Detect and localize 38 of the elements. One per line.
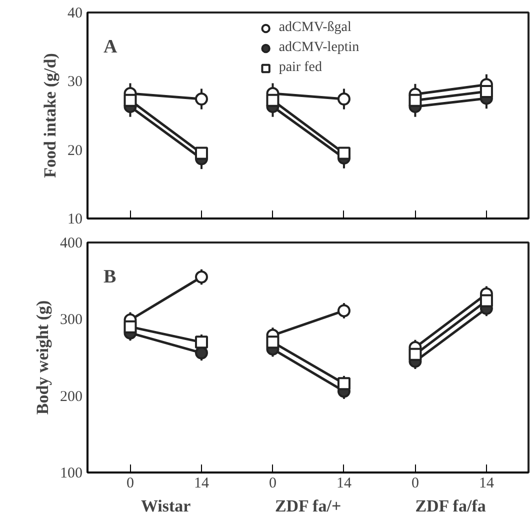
point: [124, 320, 137, 334]
point: [408, 348, 422, 361]
x-tick-label: 14: [478, 476, 494, 492]
y-axis-title: Food intake (g/d): [40, 53, 60, 178]
y-tick-label: 100: [60, 466, 82, 482]
point: [408, 94, 422, 107]
x-tick-label: 0: [126, 476, 134, 492]
point: [480, 294, 493, 308]
y-tick-label: 300: [60, 312, 82, 328]
text: ZDF fa/+: [274, 496, 342, 516]
point: [194, 92, 208, 106]
text: Wistar: [141, 496, 192, 516]
text: ZDF fa/fa: [415, 496, 486, 516]
point: [337, 146, 350, 160]
point: [194, 146, 208, 160]
y-tick-label: 400: [60, 236, 82, 252]
point: [124, 94, 137, 107]
x-tick-label: 0: [411, 476, 419, 492]
point: [480, 84, 493, 98]
legend-label: pair fed: [278, 60, 322, 76]
y-tick-label: 30: [68, 74, 82, 90]
point: [337, 92, 350, 106]
annotation: A: [104, 36, 118, 58]
point: [266, 94, 280, 107]
y-tick-label: 10: [68, 212, 82, 228]
point: [266, 336, 280, 349]
point: [337, 304, 350, 318]
annotation: B: [104, 266, 116, 288]
x-tick-label: 14: [336, 476, 352, 492]
y-tick-label: 20: [68, 142, 82, 159]
y-axis-title: Body weight (g): [33, 300, 52, 415]
x-tick-label: 14: [194, 476, 210, 492]
y-tick-label: 40: [68, 6, 82, 22]
x-tick-label: 0: [268, 476, 276, 492]
y-tick-label: 200: [60, 388, 82, 405]
legend-label: adCMV-leptin: [278, 40, 360, 56]
legend-label: adCMV-ßgal: [278, 20, 352, 36]
point: [194, 270, 208, 284]
